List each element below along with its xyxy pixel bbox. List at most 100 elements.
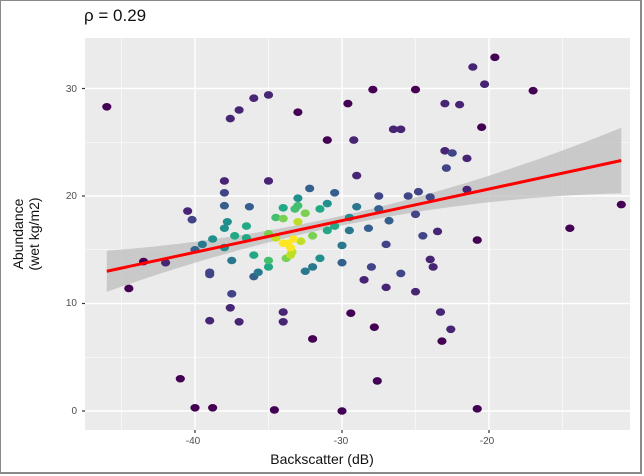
- data-point: [227, 256, 237, 265]
- data-point: [396, 125, 406, 134]
- data-point: [349, 136, 359, 144]
- data-point: [278, 317, 288, 326]
- y-axis-label: Abundance (wet kg/m2): [10, 174, 42, 294]
- chart-title: ρ = 0.29: [84, 6, 147, 25]
- data-point: [278, 308, 288, 316]
- data-point: [183, 207, 193, 215]
- data-point: [479, 80, 490, 88]
- data-point: [425, 193, 435, 201]
- data-point: [124, 284, 134, 293]
- data-point: [290, 205, 300, 213]
- data-point: [472, 236, 482, 244]
- data-point: [244, 202, 254, 211]
- data-point: [197, 240, 207, 249]
- data-point: [305, 184, 315, 193]
- data-point: [446, 325, 456, 334]
- data-point: [322, 226, 332, 235]
- data-point: [219, 201, 229, 210]
- data-point: [225, 304, 235, 312]
- axis-ticks: [82, 87, 490, 433]
- data-point: [249, 94, 259, 102]
- data-point: [396, 269, 406, 278]
- data-point: [322, 199, 332, 208]
- data-point: [372, 377, 382, 385]
- data-point: [227, 290, 237, 298]
- data-point: [374, 192, 384, 200]
- data-point: [447, 149, 457, 157]
- data-point: [263, 91, 274, 99]
- data-point: [418, 231, 428, 240]
- data-point: [222, 218, 232, 226]
- data-point: [472, 405, 482, 413]
- data-point: [346, 309, 356, 317]
- data-point: [249, 251, 259, 259]
- data-point: [410, 85, 421, 94]
- data-point: [208, 403, 218, 412]
- data-point: [359, 276, 369, 284]
- data-point: [528, 86, 538, 95]
- data-point: [468, 63, 478, 71]
- data-point: [175, 374, 185, 383]
- data-point: [208, 235, 218, 243]
- data-point: [308, 335, 318, 343]
- y-tick-20: 20: [65, 191, 77, 202]
- regression-line: [106, 159, 622, 273]
- data-point: [337, 407, 347, 415]
- data-point: [225, 114, 235, 123]
- data-point: [219, 177, 229, 185]
- y-tick-10: 10: [65, 298, 77, 309]
- data-point: [288, 235, 299, 243]
- data-point: [462, 154, 472, 163]
- data-point: [366, 263, 376, 271]
- data-point: [315, 205, 325, 213]
- data-point: [330, 188, 340, 197]
- data-point: [205, 316, 215, 325]
- data-point: [300, 209, 310, 217]
- data-point: [241, 222, 252, 230]
- data-point: [413, 187, 424, 196]
- data-point: [253, 268, 263, 277]
- data-point: [490, 53, 500, 62]
- data-point: [425, 255, 435, 264]
- y-axis-label-line2: (wet kg/m2): [26, 197, 42, 271]
- data-point: [352, 171, 362, 180]
- data-point: [219, 188, 229, 197]
- data-point: [269, 406, 279, 414]
- data-point: [368, 85, 378, 94]
- data-point: [308, 231, 318, 240]
- data-point: [344, 226, 354, 235]
- data-point: [263, 177, 274, 185]
- data-point: [322, 136, 332, 144]
- data-point: [296, 237, 306, 245]
- x-tick-minus20: -20: [479, 436, 495, 447]
- data-point: [234, 317, 244, 326]
- data-point: [293, 194, 303, 202]
- data-point: [363, 224, 374, 233]
- x-axis-label: Backscatter (dB): [270, 451, 374, 467]
- data-point: [435, 308, 446, 316]
- data-point: [616, 200, 626, 209]
- data-point: [187, 215, 197, 224]
- y-axis-label-line1: Abundance: [10, 198, 26, 270]
- data-point: [308, 263, 318, 271]
- data-point: [283, 239, 293, 248]
- data-point: [462, 185, 472, 194]
- x-tick-minus30: -30: [333, 436, 349, 447]
- data-point: [455, 100, 465, 109]
- major-gridlines: [85, 38, 630, 430]
- y-tick-0: 0: [71, 406, 77, 417]
- data-point: [263, 256, 274, 265]
- data-point: [432, 227, 443, 236]
- data-point: [315, 254, 325, 263]
- data-points: [102, 53, 626, 415]
- data-point: [410, 210, 421, 219]
- confidence-band: [106, 127, 622, 292]
- data-point: [278, 214, 288, 223]
- data-point: [300, 267, 310, 276]
- data-point: [230, 231, 240, 240]
- x-tick-minus40: -40: [185, 436, 201, 447]
- panel-background: [85, 38, 630, 430]
- data-point: [384, 216, 394, 225]
